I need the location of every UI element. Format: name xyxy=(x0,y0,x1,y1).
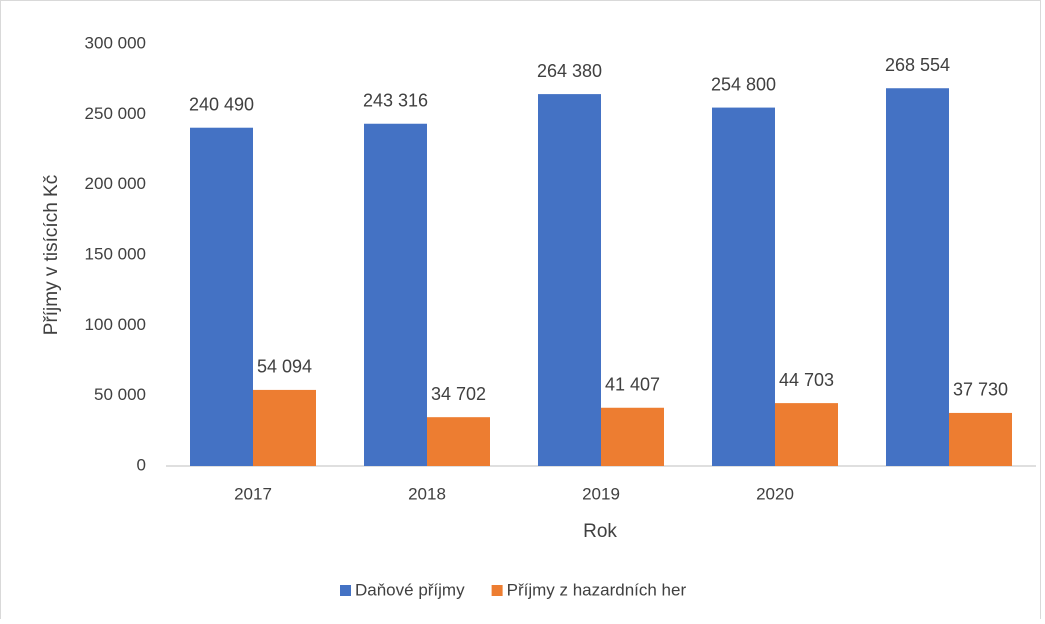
x-tick-label: 2019 xyxy=(582,484,620,503)
value-label: 44 703 xyxy=(779,370,834,390)
y-tick-label: 100 000 xyxy=(85,315,146,334)
y-tick-label: 50 000 xyxy=(94,385,146,404)
value-label: 243 316 xyxy=(363,90,428,110)
bar xyxy=(775,403,838,466)
y-tick-label: 0 xyxy=(137,455,146,474)
value-label: 41 407 xyxy=(605,375,660,395)
bar xyxy=(886,88,949,466)
bar xyxy=(601,407,664,466)
legend-swatch xyxy=(491,585,503,596)
bar xyxy=(364,123,427,466)
y-tick-label: 200 000 xyxy=(85,174,146,193)
bar xyxy=(253,389,316,466)
value-label: 254 800 xyxy=(711,74,776,94)
y-tick-label: 250 000 xyxy=(85,104,146,123)
bar xyxy=(190,127,253,467)
bar xyxy=(949,412,1012,466)
x-tick-label: 2018 xyxy=(408,484,446,503)
bar xyxy=(538,94,601,466)
x-tick-label: 2020 xyxy=(756,484,794,503)
legend-label: Daňové příjmy xyxy=(355,580,465,599)
value-label: 37 730 xyxy=(953,380,1008,400)
bar xyxy=(712,107,775,467)
legend-swatch xyxy=(340,585,351,596)
value-label: 54 094 xyxy=(257,357,312,377)
legend-label: Příjmy z hazardních her xyxy=(507,580,687,599)
value-label: 268 554 xyxy=(885,55,950,75)
bar xyxy=(427,417,490,466)
value-label: 240 490 xyxy=(189,94,254,114)
y-axis-title: Příjmy v tisících Kč xyxy=(41,175,62,335)
value-label: 34 702 xyxy=(431,384,486,404)
y-tick-label: 300 000 xyxy=(85,33,146,52)
x-tick-label: 2017 xyxy=(234,484,272,503)
value-label: 264 380 xyxy=(537,61,602,81)
x-axis-title: Rok xyxy=(583,521,617,542)
y-tick-label: 150 000 xyxy=(85,244,146,263)
